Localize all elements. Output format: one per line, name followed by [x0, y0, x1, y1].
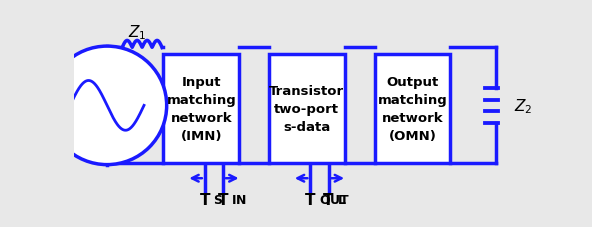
Text: $\mathbf{T}$: $\mathbf{T}$ — [217, 192, 229, 207]
Bar — [163, 55, 239, 164]
Text: $\mathbf{S}$: $\mathbf{S}$ — [213, 193, 223, 206]
Text: $\mathbf{IN}$: $\mathbf{IN}$ — [231, 193, 247, 206]
Text: $Z_1$: $Z_1$ — [128, 23, 147, 42]
Text: $\mathbf{L}$: $\mathbf{L}$ — [337, 193, 346, 206]
Bar — [375, 55, 451, 164]
Text: Output
matching
network
(OMN): Output matching network (OMN) — [378, 76, 447, 143]
Text: $\mathbf{T}$: $\mathbf{T}$ — [198, 192, 211, 207]
Text: $\mathbf{T}$: $\mathbf{T}$ — [304, 192, 317, 207]
Bar — [269, 55, 345, 164]
Text: $\mathbf{T}$: $\mathbf{T}$ — [323, 192, 335, 207]
Text: Transistor
two-port
s-data: Transistor two-port s-data — [269, 85, 345, 134]
Text: $Z_2$: $Z_2$ — [513, 96, 532, 115]
Ellipse shape — [47, 47, 167, 165]
Text: Input
matching
network
(IMN): Input matching network (IMN) — [166, 76, 236, 143]
Text: $\mathbf{OUT}$: $\mathbf{OUT}$ — [318, 193, 350, 206]
